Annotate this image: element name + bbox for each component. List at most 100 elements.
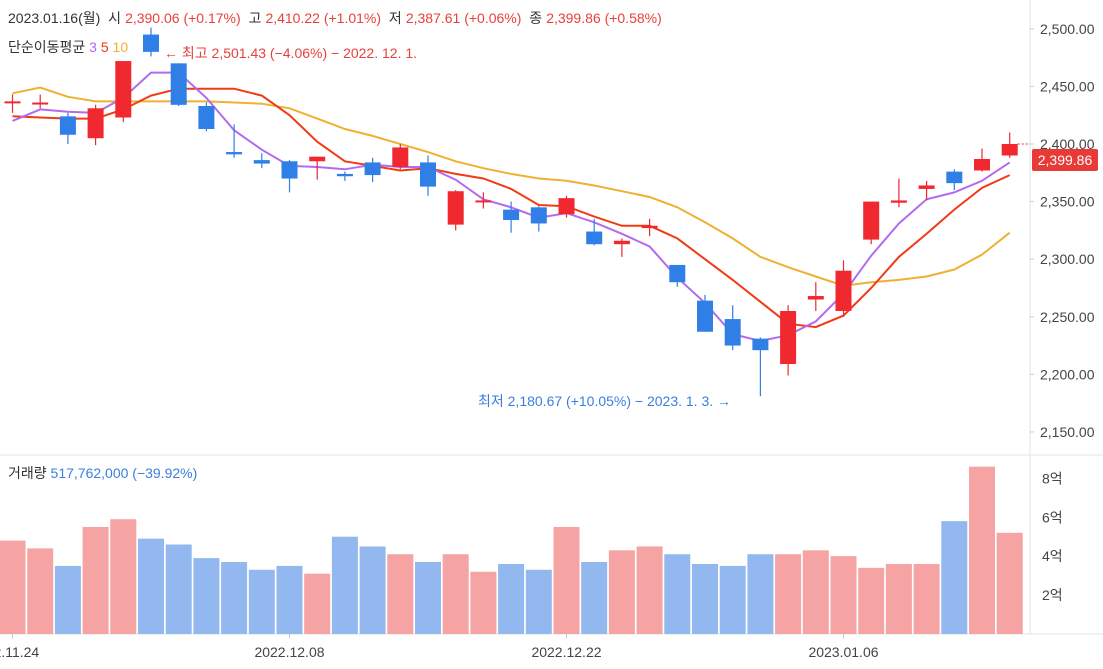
candle-body — [558, 198, 575, 215]
candle-body — [1001, 143, 1018, 156]
volume-bar — [747, 554, 774, 634]
volume-bar — [885, 563, 912, 634]
volume-bar — [82, 526, 109, 634]
price-tick-label: 2,150.00 — [1040, 424, 1095, 440]
volume-bar — [54, 565, 81, 634]
candle-body — [974, 158, 990, 171]
candle-body — [309, 156, 326, 162]
price-tick-label: 2,200.00 — [1040, 366, 1095, 382]
volume-tick-label: 4억 — [1042, 548, 1063, 564]
high-value: 2,410.22 (+1.01%) — [265, 10, 382, 26]
candle-body — [946, 171, 963, 184]
volume-bar — [830, 556, 857, 634]
volume-bar — [221, 562, 248, 634]
high-annotation: ← 최고 2,501.43 (−4.06%) − 2022. 12. 1. — [164, 45, 418, 61]
volume-bar — [664, 554, 691, 634]
volume-bar — [719, 565, 746, 634]
volume-tick-label: 6억 — [1042, 509, 1063, 525]
volume-bar — [248, 569, 275, 634]
volume-bar — [138, 538, 164, 634]
moving-average-legend[interactable]: 단순이동평균 3 5 10 — [8, 37, 128, 57]
volume-bar — [608, 550, 635, 634]
candle-body — [226, 152, 243, 155]
candle-body — [336, 173, 353, 177]
volume-bar — [304, 573, 331, 634]
volume-bar — [498, 563, 525, 634]
close-label: 종 — [529, 10, 543, 26]
candle-body — [530, 207, 547, 224]
volume-legend: 거래량 517,762,000 (−39.92%) — [8, 463, 197, 483]
candle-body — [420, 162, 436, 187]
candle-body — [724, 319, 741, 346]
volume-bar — [0, 540, 26, 634]
ma3-legend: 3 — [89, 39, 97, 55]
high-label: 고 — [248, 10, 262, 26]
price-tick-label: 2,350.00 — [1040, 194, 1095, 210]
last-price-badge: 2,399.86 — [1032, 149, 1098, 171]
x-tick-label: 2022.12.22 — [531, 644, 601, 660]
volume-bar — [802, 550, 829, 634]
volume-bar — [442, 554, 469, 634]
price-tick-label: 2,400.00 — [1040, 136, 1095, 152]
candle-body — [752, 338, 769, 351]
volume-bar — [969, 466, 995, 634]
candle-body — [835, 270, 852, 312]
ma5-legend: 5 — [100, 39, 109, 55]
candle-body — [59, 116, 76, 135]
volume-bar — [415, 562, 441, 634]
x-tick-label: 2022.12.08 — [254, 644, 324, 660]
volume-bar — [110, 519, 137, 634]
volume-bar — [775, 554, 802, 634]
date-label: 2023.01.16(월) — [8, 10, 101, 26]
volume-bar — [692, 563, 718, 634]
open-value: 2,390.06 (+0.17%) — [125, 10, 241, 26]
candle-body — [32, 102, 49, 105]
volume-bar — [636, 546, 663, 634]
volume-bar — [941, 521, 968, 634]
ohlc-header: 2023.01.16(월) 시 2,390.06 (+0.17%) 고 2,410.… — [8, 8, 666, 28]
price-tick-label: 2,500.00 — [1040, 21, 1095, 37]
volume-bar — [470, 571, 497, 634]
low-label: 저 — [388, 10, 402, 26]
candle-body — [586, 231, 603, 245]
candle-body — [143, 34, 159, 52]
candle-body — [613, 240, 630, 245]
x-tick-label: 22.11.24 — [0, 644, 39, 660]
candle-body — [918, 185, 935, 189]
ma-legend-label: 단순이동평균 — [8, 39, 86, 55]
volume-label: 거래량 — [8, 465, 47, 481]
candle-body — [281, 161, 298, 179]
volume-bar — [996, 532, 1023, 634]
candle-body — [475, 200, 492, 203]
candle-body — [669, 264, 686, 283]
candle-body — [863, 201, 880, 240]
volume-bar — [331, 536, 358, 634]
x-tick-label: 2023.01.06 — [808, 644, 878, 660]
candle-body — [641, 225, 658, 229]
ma10-legend: 10 — [112, 39, 129, 55]
price-tick-label: 2,450.00 — [1040, 78, 1095, 94]
volume-bar — [359, 546, 386, 634]
volume-bar — [525, 569, 552, 634]
volume-tick-label: 2억 — [1042, 587, 1063, 603]
volume-bar — [27, 548, 54, 634]
volume-bar — [913, 563, 940, 634]
candle-body — [253, 160, 270, 164]
candle-body — [364, 162, 381, 176]
low-annotation: 최저 2,180.67 (+10.05%) − 2023. 1. 3. → — [478, 393, 732, 409]
open-label: 시 — [108, 10, 122, 26]
volume-tick-label: 8억 — [1042, 470, 1063, 486]
candle-body — [115, 61, 132, 118]
candle-body — [392, 147, 409, 168]
candle-body — [87, 108, 104, 139]
candle-body — [697, 300, 713, 332]
candle-body — [170, 63, 187, 105]
volume-bar — [193, 558, 220, 634]
volume-bar — [165, 544, 192, 634]
close-value: 2,399.86 (+0.58%) — [546, 10, 662, 26]
candle-body — [198, 105, 215, 130]
candle-body — [447, 191, 464, 225]
candle-body — [503, 209, 520, 221]
